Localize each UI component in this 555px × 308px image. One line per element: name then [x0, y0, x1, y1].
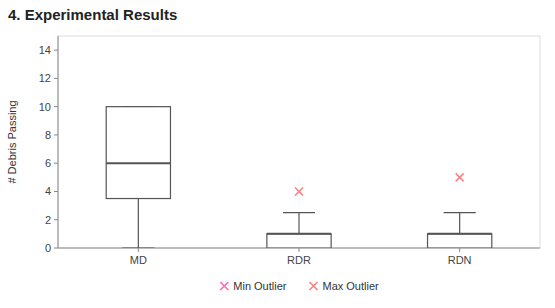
- upper-whisker: [459, 213, 460, 234]
- upper-whisker: [298, 213, 299, 234]
- median: [428, 233, 492, 235]
- y-axis-line: [58, 36, 59, 248]
- title: 4. Experimental Results: [8, 6, 177, 23]
- legend-item: Min Outlier: [220, 280, 287, 292]
- x-tick-label: MD: [130, 254, 147, 266]
- lower-whisker: [138, 199, 139, 248]
- x-tick: [459, 248, 460, 252]
- y-tick: [54, 78, 58, 79]
- y-tick-label: 12: [39, 72, 51, 84]
- x-tick: [138, 248, 139, 252]
- y-tick: [54, 219, 58, 220]
- x-tick-label: RDN: [448, 254, 472, 266]
- y-tick: [54, 50, 58, 51]
- y-tick: [54, 163, 58, 164]
- legend-label: Max Outlier: [322, 280, 379, 292]
- box: [267, 234, 331, 248]
- y-tick-label: 4: [45, 185, 51, 197]
- y-tick: [54, 134, 58, 135]
- y-tick: [54, 248, 58, 249]
- legend-item: Max Outlier: [309, 280, 379, 292]
- x-tick: [299, 248, 300, 252]
- legend-marker: [220, 282, 228, 290]
- y-tick-label: 10: [39, 101, 51, 113]
- marks: [106, 107, 492, 248]
- outlier-point: [456, 173, 464, 181]
- upper-cap: [444, 212, 476, 213]
- outlier-point: [295, 187, 303, 195]
- y-tick-label: 14: [39, 44, 51, 56]
- box: [428, 234, 492, 248]
- legend: Min Outlier Max Outlier: [220, 280, 379, 292]
- y-tick-label: 6: [45, 157, 51, 169]
- legend-label: Min Outlier: [233, 280, 287, 292]
- legend-marker: [309, 282, 317, 290]
- lower-cap: [122, 247, 154, 248]
- upper-cap: [283, 212, 315, 213]
- x-tick-label: RDR: [287, 254, 311, 266]
- y-tick: [54, 106, 58, 107]
- chart-container: 4. Experimental Results # Debris Passing 0…: [0, 0, 555, 308]
- box: [106, 107, 170, 199]
- y-tick: [54, 191, 58, 192]
- chart-svg: 4. Experimental Results # Debris Passing 0…: [0, 0, 555, 308]
- median: [267, 233, 331, 235]
- median: [106, 162, 170, 164]
- y-tick-label: 2: [45, 214, 51, 226]
- y-axis-label: # Debris Passing: [6, 100, 18, 183]
- y-tick-label: 8: [45, 129, 51, 141]
- plot-frame: [58, 36, 540, 248]
- y-tick-label: 0: [45, 242, 51, 254]
